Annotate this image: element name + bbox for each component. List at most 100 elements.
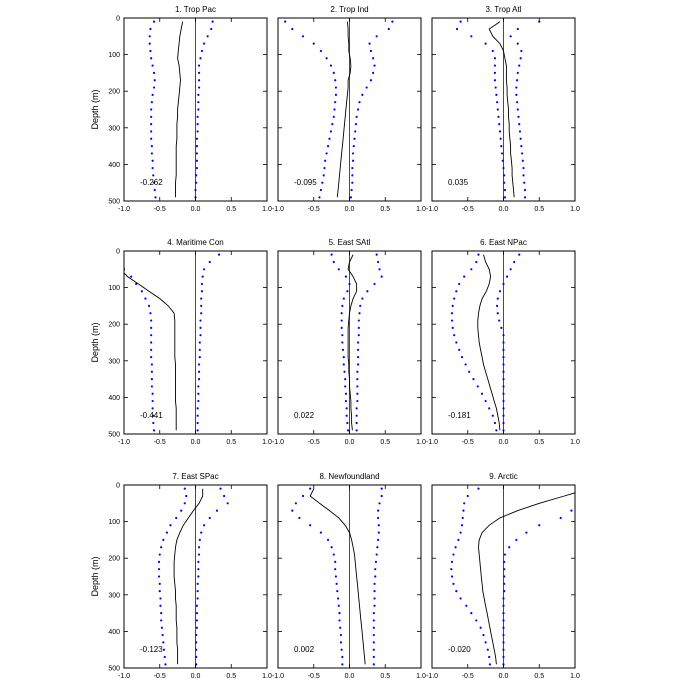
lower-bound-point bbox=[495, 429, 498, 432]
mean-line bbox=[309, 488, 366, 665]
x-tick-label: 1.0 bbox=[262, 673, 272, 680]
x-tick-label: 0.5 bbox=[226, 439, 236, 446]
y-tick-label: 400 bbox=[108, 162, 120, 169]
upper-bound-point bbox=[502, 648, 505, 651]
lower-bound-point bbox=[479, 626, 482, 629]
upper-bound-point bbox=[376, 546, 379, 549]
upper-bound-point bbox=[588, 495, 590, 497]
lower-bound-point bbox=[158, 590, 161, 593]
y-axis-label: Depth (m) bbox=[90, 89, 100, 129]
lower-bound-point bbox=[130, 275, 133, 278]
lower-bound-point bbox=[493, 421, 497, 425]
lower-bound-point bbox=[503, 188, 507, 192]
x-tick-label: -1.0 bbox=[426, 439, 438, 446]
panel: -1.0 -0.5 0.0 0.5 1.0 8. Newfoundland 0.002 bbox=[272, 472, 426, 680]
panel: -1.0 -0.5 0.0 0.5 1.0 9. Arctic -0.020 bbox=[426, 472, 590, 680]
upper-bound-point bbox=[195, 655, 198, 659]
lower-bound-point bbox=[484, 399, 487, 403]
y-tick-label: 500 bbox=[108, 432, 120, 439]
panel-plot-area bbox=[157, 485, 229, 668]
lower-bound-point bbox=[463, 502, 466, 505]
upper-bound-point bbox=[197, 575, 200, 578]
lower-bound-point bbox=[453, 334, 456, 337]
x-tick-label: -1.0 bbox=[272, 439, 284, 446]
lower-bound-point bbox=[328, 137, 331, 140]
x-tick-label: 0.5 bbox=[534, 206, 544, 213]
lower-bound-point bbox=[322, 174, 325, 177]
lower-bound-point bbox=[149, 27, 152, 31]
panel-title: 8. Newfoundland bbox=[319, 472, 379, 481]
upper-bound-point bbox=[356, 363, 360, 366]
upper-bound-point bbox=[197, 553, 201, 556]
y-tick-label: 200 bbox=[108, 89, 120, 96]
upper-bound-point bbox=[355, 115, 358, 118]
upper-bound-point bbox=[502, 655, 505, 659]
lower-bound-point bbox=[150, 348, 153, 351]
lower-bound-point bbox=[324, 159, 327, 162]
lower-bound-point bbox=[165, 531, 168, 534]
lower-bound-point bbox=[301, 35, 305, 38]
upper-bound-point bbox=[198, 356, 201, 359]
upper-bound-point bbox=[502, 597, 505, 600]
upper-bound-point bbox=[195, 619, 199, 622]
lower-bound-point bbox=[452, 553, 455, 556]
lower-bound-point bbox=[342, 363, 345, 366]
upper-bound-point bbox=[516, 71, 519, 74]
upper-bound-point bbox=[372, 626, 375, 629]
upper-bound-point bbox=[521, 159, 524, 162]
upper-bound-point bbox=[523, 188, 527, 192]
lower-bound-point bbox=[157, 568, 161, 571]
lower-bound-point bbox=[480, 392, 484, 395]
lower-bound-point bbox=[150, 319, 153, 322]
upper-bound-point bbox=[197, 101, 200, 104]
upper-bound-point bbox=[211, 20, 214, 23]
upper-bound-point bbox=[358, 101, 361, 104]
panel-title: 2. Trop Ind bbox=[330, 5, 368, 14]
upper-bound-point bbox=[351, 174, 354, 177]
panel-value-label: -0.123 bbox=[140, 645, 163, 654]
upper-bound-point bbox=[206, 35, 209, 38]
upper-bound-point bbox=[356, 399, 359, 403]
upper-bound-point bbox=[519, 57, 522, 60]
upper-bound-point bbox=[354, 123, 358, 126]
upper-bound-point bbox=[377, 524, 380, 527]
x-tick-label: -0.5 bbox=[462, 673, 474, 680]
upper-bound-point bbox=[356, 378, 359, 381]
lower-bound-point bbox=[159, 597, 162, 600]
y-tick-label: 300 bbox=[108, 358, 120, 365]
panel-plot-area bbox=[455, 18, 541, 201]
lower-bound-point bbox=[450, 560, 454, 563]
upper-bound-point bbox=[355, 429, 358, 432]
upper-bound-point bbox=[195, 626, 199, 629]
upper-bound-point bbox=[522, 166, 525, 170]
y-tick-label: 0 bbox=[116, 249, 120, 256]
upper-bound-point bbox=[197, 86, 201, 89]
upper-bound-point bbox=[509, 35, 512, 38]
upper-bound-point bbox=[351, 166, 354, 170]
lower-bound-point bbox=[334, 560, 337, 563]
lower-bound-point bbox=[460, 356, 464, 359]
y-tick-label: 100 bbox=[108, 519, 120, 526]
x-tick-label: 1.0 bbox=[570, 439, 580, 446]
lower-bound-point bbox=[455, 341, 458, 344]
lower-bound-point bbox=[161, 633, 164, 637]
upper-bound-point bbox=[361, 297, 364, 300]
panel-plot-area bbox=[284, 18, 394, 201]
upper-bound-point bbox=[201, 275, 204, 278]
lower-bound-point bbox=[152, 421, 155, 425]
upper-bound-point bbox=[197, 108, 200, 111]
upper-bound-point bbox=[502, 641, 505, 644]
panel-value-label: 0.022 bbox=[294, 411, 315, 420]
x-tick-label: -0.5 bbox=[154, 439, 166, 446]
panel-value-label: -0.441 bbox=[140, 411, 163, 420]
upper-bound-point bbox=[373, 597, 376, 600]
upper-bound-point bbox=[372, 655, 375, 659]
upper-bound-point bbox=[502, 356, 505, 359]
lower-bound-point bbox=[150, 326, 153, 329]
lower-bound-point bbox=[162, 538, 165, 542]
lower-bound-point bbox=[159, 604, 162, 607]
upper-bound-point bbox=[365, 86, 368, 89]
upper-bound-point bbox=[380, 487, 383, 490]
upper-bound-point bbox=[502, 626, 505, 629]
upper-bound-point bbox=[502, 407, 505, 410]
